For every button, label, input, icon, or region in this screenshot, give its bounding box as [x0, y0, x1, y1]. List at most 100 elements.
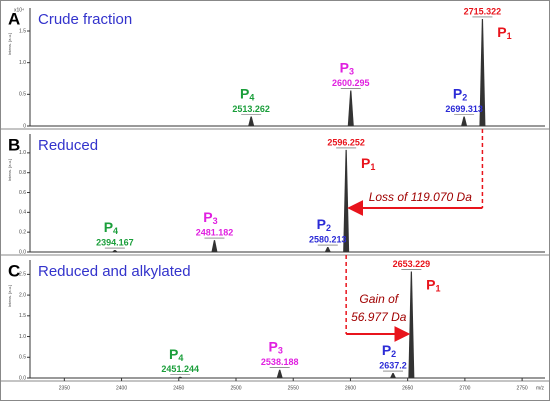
peak	[408, 271, 415, 378]
y-tick-label: 0.0	[19, 249, 26, 255]
peak-mz: 2596.252	[327, 137, 365, 147]
peak-name-main: P	[269, 338, 278, 354]
peak-name-main: P	[382, 342, 391, 358]
peak-name-main: P	[104, 219, 113, 235]
peak	[211, 240, 218, 252]
x-tick-label: 2750	[517, 385, 528, 391]
y-tick-label: 0.0	[19, 375, 26, 381]
x-tick-label: 2550	[288, 385, 299, 391]
peak-name: P3	[269, 338, 283, 356]
x-tick-label: 2700	[459, 385, 470, 391]
y-tick-label: 1.0	[19, 150, 26, 156]
peak-name-sub: 2	[391, 349, 396, 359]
x-tick-label: 2350	[59, 385, 70, 391]
peak-name: P2	[317, 216, 331, 234]
y-tick-label: 1.5	[19, 313, 26, 319]
peak-name-sub: 4	[178, 353, 183, 363]
peak-mz: 2451.244	[161, 364, 199, 374]
y-tick-label: 1.5	[19, 28, 26, 34]
annotation: 56.977 Da	[351, 310, 407, 324]
peak-name: P2	[382, 342, 396, 360]
peak	[276, 369, 283, 378]
y-tick-label: 0.4	[19, 210, 26, 216]
x-tick-label: 2650	[402, 385, 413, 391]
peak-name-sub: 4	[113, 226, 118, 236]
y-tick-label: 1.0	[19, 334, 26, 340]
y-tick-label: 2.5	[19, 272, 26, 278]
annotation: Gain of	[359, 292, 399, 306]
peak-name-sub: 1	[370, 162, 375, 172]
peak-name-main: P	[453, 85, 462, 101]
y-tick-label: 0.5	[19, 355, 26, 361]
peak	[479, 18, 486, 126]
y-tick-label: 0.2	[19, 230, 26, 236]
panel-letter: C	[8, 261, 20, 280]
peak-mz: 2513.262	[232, 104, 270, 114]
peak	[390, 373, 397, 378]
y-axis-label: Intens. [a.u.]	[7, 159, 12, 181]
panel-title: Crude fraction	[38, 11, 132, 28]
peak-name: P4	[240, 85, 254, 103]
peak-name: P2	[453, 85, 467, 103]
y-multiplier: x10⁴	[14, 7, 24, 13]
peak-name-sub: 3	[213, 216, 218, 226]
annotation: Loss of 119.070 Da	[369, 190, 473, 204]
panel-letter: A	[8, 9, 20, 28]
peak-name-sub: 1	[436, 284, 441, 294]
peak-name-main: P	[169, 345, 178, 361]
y-tick-label: 0.5	[19, 92, 26, 98]
x-tick-label: 2450	[173, 385, 184, 391]
peak-name-sub: 3	[278, 346, 283, 356]
peak-name-main: P	[203, 209, 212, 225]
peak-name: P3	[340, 59, 354, 77]
peak	[177, 376, 184, 378]
panel-title: Reduced and alkylated	[38, 263, 191, 280]
x-tick-label: 2400	[116, 385, 127, 391]
peak	[248, 116, 255, 126]
y-tick-label: 0.6	[19, 190, 26, 196]
peak-name: P3	[203, 209, 217, 227]
peak-name: P1	[497, 24, 511, 42]
y-tick-label: 0	[23, 123, 26, 129]
peak-name-main: P	[340, 59, 349, 75]
y-tick-label: 1.0	[19, 60, 26, 66]
peak-name-sub: 3	[349, 67, 354, 77]
peak-mz: 2637.2	[379, 360, 407, 370]
peak	[347, 90, 354, 126]
peak-mz: 2481.182	[196, 227, 234, 237]
peak-mz: 2538.188	[261, 357, 299, 367]
peak-name-sub: 2	[462, 93, 467, 103]
peak	[343, 149, 350, 252]
peak-name: P1	[426, 276, 440, 294]
peak-name-main: P	[317, 216, 326, 232]
peak-name-main: P	[497, 24, 506, 40]
y-tick-label: 2.0	[19, 292, 26, 298]
panel-title: Reduced	[38, 137, 98, 154]
panel-letter: B	[8, 135, 20, 154]
peak-mz: 2600.295	[332, 78, 370, 88]
peak	[111, 250, 118, 252]
peak-name: P1	[361, 155, 375, 173]
peak-name-main: P	[426, 276, 435, 292]
peak-mz: 2394.167	[96, 237, 134, 247]
peak-name: P4	[104, 219, 118, 237]
x-axis-label: m/z	[536, 385, 545, 391]
peak-mz: 2699.313	[445, 104, 483, 114]
y-axis-label: Intens. [a.u.]	[7, 285, 12, 307]
peak-mz: 2653.229	[393, 259, 431, 269]
peak-name-sub: 4	[249, 93, 254, 103]
peak-mz: 2715.322	[464, 6, 502, 16]
x-tick-label: 2600	[345, 385, 356, 391]
peak	[324, 247, 331, 252]
peak-name-sub: 2	[326, 223, 331, 233]
y-axis-label: Intens. [a.u.]	[7, 33, 12, 55]
peak-name-main: P	[240, 85, 249, 101]
peak-mz: 2580.213	[309, 234, 347, 244]
peak-name-sub: 1	[507, 31, 512, 41]
peak-name: P4	[169, 345, 183, 363]
peak-name-main: P	[361, 155, 370, 171]
peak	[461, 116, 468, 126]
x-tick-label: 2500	[230, 385, 241, 391]
y-tick-label: 0.8	[19, 170, 26, 176]
